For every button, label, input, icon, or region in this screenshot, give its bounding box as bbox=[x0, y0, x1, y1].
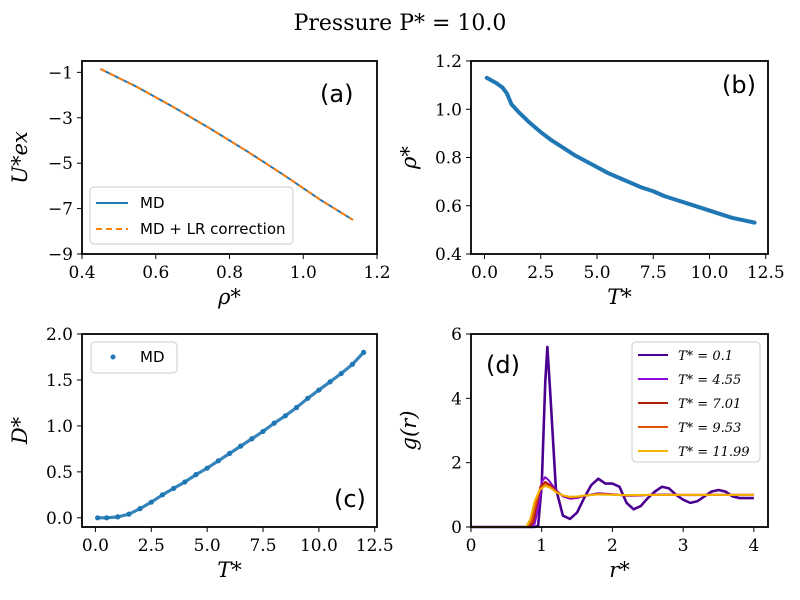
y-tick-label: 1.0 bbox=[46, 417, 73, 437]
y-tick-label: 2.0 bbox=[46, 325, 73, 345]
y-tick-label: −1 bbox=[48, 63, 73, 83]
legend: T* = 0.1 T* = 4.55 T* = 7.01 T* = 9.53 T* = … bbox=[631, 341, 761, 463]
panel-b: 0.0 2.5 5.0 7.5 10.0 12.5 0.4 0.6 0.8 1.0 1.2 T* ρ* (… bbox=[397, 52, 785, 309]
y-axis-label: ρ* bbox=[397, 146, 421, 170]
legend-label-3: T* = 9.53 bbox=[678, 421, 741, 436]
legend: MD MD + LR correction bbox=[89, 186, 294, 245]
axes-frame bbox=[81, 333, 378, 528]
x-tick-label: 1.2 bbox=[363, 263, 390, 283]
x-tick-label: 3 bbox=[678, 536, 689, 556]
series-line-density bbox=[484, 75, 757, 225]
y-tick-label: 1.0 bbox=[435, 100, 462, 120]
y-axis-label: D* bbox=[8, 416, 32, 445]
panel-label: (c) bbox=[334, 485, 366, 513]
x-tick-label: 1.0 bbox=[290, 263, 317, 283]
y-tick-label: 6 bbox=[451, 325, 462, 345]
y-tick-label: −5 bbox=[48, 154, 73, 174]
x-tick-label: 0.8 bbox=[216, 263, 243, 283]
x-tick-label: 1 bbox=[536, 536, 547, 556]
gr-line-2 bbox=[471, 480, 754, 528]
legend-swatch-md bbox=[110, 354, 116, 360]
y-tick-label: 0.4 bbox=[435, 245, 462, 265]
x-tick-label: 10.0 bbox=[691, 263, 729, 283]
x-tick-label: 2 bbox=[607, 536, 618, 556]
x-axis-label: r* bbox=[609, 558, 630, 582]
legend-label-2: T* = 7.01 bbox=[678, 397, 741, 412]
x-tick-label: 0.6 bbox=[142, 263, 169, 283]
y-axis-label: g(r) bbox=[397, 411, 421, 451]
y-tick-label: 2 bbox=[451, 454, 462, 474]
x-tick-label: 0 bbox=[466, 536, 477, 556]
legend-box bbox=[631, 341, 761, 463]
x-tick-label: 7.5 bbox=[640, 263, 667, 283]
x-tick-label: 5.0 bbox=[194, 536, 221, 556]
panel-label: (d) bbox=[486, 351, 520, 379]
y-tick-label: 4 bbox=[451, 389, 462, 409]
x-axis-label: T* bbox=[607, 285, 632, 309]
legend-label-4: T* = 11.99 bbox=[678, 445, 750, 460]
y-tick-label: 0 bbox=[451, 518, 462, 538]
gr-line-0 bbox=[471, 345, 754, 529]
suptitle: Pressure P* = 10.0 bbox=[294, 11, 507, 36]
gr-line-4 bbox=[471, 484, 754, 528]
x-tick-label: 0.0 bbox=[82, 536, 109, 556]
y-tick-label: −9 bbox=[48, 245, 73, 265]
y-tick-label: 1.5 bbox=[46, 371, 73, 391]
axes-frame bbox=[470, 60, 769, 255]
panel-a: 0.4 0.6 0.8 1.0 1.2 −9 −7 −5 −3 −1 ρ* U*ex (a) MD MD +… bbox=[8, 60, 391, 309]
y-tick-label: 1.2 bbox=[435, 52, 462, 72]
legend-label-md: MD bbox=[140, 348, 165, 366]
y-axis-label: U*ex bbox=[8, 131, 32, 184]
x-tick-label: 0.0 bbox=[471, 263, 498, 283]
series-line-md-lr bbox=[99, 68, 354, 221]
panel-label: (a) bbox=[320, 80, 353, 108]
legend-label-lr: MD + LR correction bbox=[140, 220, 286, 238]
legend-label-md: MD bbox=[140, 194, 165, 212]
scatter-trend bbox=[97, 351, 365, 520]
legend-label-1: T* = 4.55 bbox=[678, 373, 741, 388]
legend: MD bbox=[90, 341, 178, 374]
x-tick-label: 2.5 bbox=[527, 263, 554, 283]
x-tick-label: 0.4 bbox=[68, 263, 95, 283]
x-axis-label: T* bbox=[217, 558, 242, 582]
x-tick-label: 2.5 bbox=[138, 536, 165, 556]
axes-frame bbox=[470, 333, 769, 528]
x-tick-label: 10.0 bbox=[300, 536, 338, 556]
x-tick-label: 5.0 bbox=[583, 263, 610, 283]
panel-label: (b) bbox=[722, 71, 756, 99]
y-tick-label: 0.0 bbox=[46, 509, 73, 529]
panel-c: 0.0 2.5 5.0 7.5 10.0 12.5 0.0 0.5 1.0 1.5 2.0 T* D* (… bbox=[8, 325, 394, 582]
x-axis-label: ρ* bbox=[217, 285, 241, 309]
legend-box bbox=[89, 186, 294, 245]
y-tick-label: 0.5 bbox=[46, 463, 73, 483]
y-tick-label: −7 bbox=[48, 200, 73, 220]
x-tick-label: 7.5 bbox=[249, 536, 276, 556]
legend-box bbox=[90, 341, 178, 374]
x-tick-label: 4 bbox=[748, 536, 759, 556]
legend-label-0: T* = 0.1 bbox=[678, 349, 733, 364]
x-tick-label: 12.5 bbox=[747, 263, 785, 283]
y-tick-label: 0.8 bbox=[435, 149, 462, 169]
x-tick-label: 12.5 bbox=[356, 536, 394, 556]
y-tick-label: −3 bbox=[48, 109, 73, 129]
y-tick-label: 0.6 bbox=[435, 197, 462, 217]
axes-frame bbox=[81, 60, 378, 255]
